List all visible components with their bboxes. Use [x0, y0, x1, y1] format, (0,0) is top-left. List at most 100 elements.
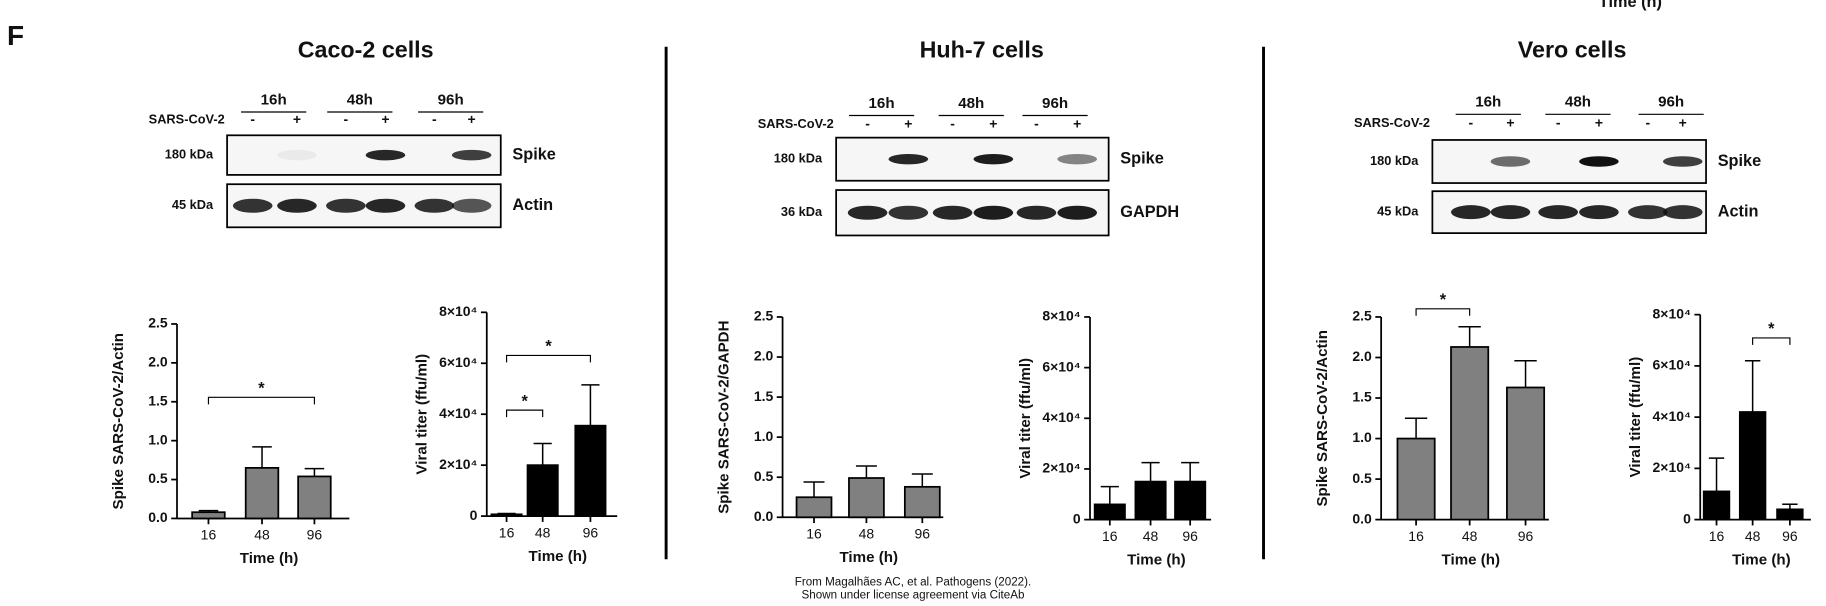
time-header: 16h [869, 95, 895, 112]
treatment-sign: - [432, 111, 437, 127]
blot-title: Caco-2 cells [298, 37, 434, 63]
size-label: 45 kDa [1377, 204, 1419, 219]
y-tick-label: 2×10⁴ [439, 456, 477, 472]
x-axis-label: Time (h) [529, 548, 588, 565]
blot-band [326, 198, 366, 213]
blot-band [932, 205, 973, 220]
x-tick-label: 48 [1143, 528, 1159, 544]
bar [1506, 386, 1546, 521]
y-tick-label: 0.5 [1352, 470, 1372, 486]
y-tick-label: 0.5 [148, 470, 168, 486]
x-axis-label: Time (h) [240, 550, 299, 567]
y-tick-label: 1.0 [1352, 429, 1372, 445]
blot-band [973, 205, 1014, 220]
y-tick-label: 2.0 [1352, 348, 1372, 364]
bar [297, 475, 332, 520]
panel-label: F [7, 20, 24, 51]
bar [795, 496, 833, 519]
y-tick-label: 6×10⁴ [439, 354, 477, 370]
bar [1093, 503, 1126, 521]
bar [1134, 480, 1167, 521]
y-axis-label: Viral titer (ffu/ml) [1627, 357, 1644, 478]
treatment-sign: - [950, 116, 955, 132]
y-tick-label: 0.0 [148, 509, 168, 525]
y-axis-label: Spike SARS-CoV-2/Actin [1314, 330, 1331, 507]
y-axis-label: Spike SARS-CoV-2/Actin [110, 333, 127, 510]
time-header: 16h [261, 91, 287, 108]
protein-label: Actin [512, 196, 553, 214]
treatment-sign: - [1034, 116, 1039, 132]
y-tick-label: 2×10⁴ [1042, 460, 1080, 476]
treatment-sign: + [1506, 114, 1514, 130]
blot-band [1490, 205, 1531, 220]
y-tick-label: 2.5 [1352, 308, 1372, 324]
blot-band [365, 149, 406, 161]
time-header: 16h [1475, 94, 1501, 111]
treatment-sign: - [250, 111, 255, 127]
y-tick-label: 1.5 [1352, 389, 1372, 405]
x-tick-label: 48 [1462, 528, 1478, 544]
y-tick-label: 2×10⁴ [1653, 459, 1691, 475]
bar [574, 424, 607, 517]
x-tick-label: 16 [499, 524, 515, 540]
blot-band [1057, 153, 1097, 165]
x-tick-label: 96 [1182, 528, 1198, 544]
bar [1702, 490, 1731, 521]
size-label: 180 kDa [774, 151, 823, 166]
bar [244, 467, 280, 520]
treatment-sign: + [468, 111, 476, 127]
bar [191, 511, 226, 520]
size-label: 36 kDa [781, 204, 823, 219]
significance-label: * [521, 392, 528, 410]
y-tick-label: 0 [1073, 510, 1081, 526]
x-tick-label: 96 [307, 527, 323, 543]
x-axis-label: Time (h) [1442, 551, 1501, 568]
protein-label: Actin [1718, 202, 1759, 220]
blot-band [1451, 205, 1491, 220]
blot-band [365, 198, 406, 213]
blot-box [835, 136, 1110, 182]
blot-band [451, 149, 492, 161]
bar [903, 485, 941, 519]
blot-band [414, 198, 455, 213]
y-tick-label: 6×10⁴ [1653, 357, 1691, 373]
bar [1738, 411, 1767, 521]
time-header: 48h [347, 91, 373, 108]
x-axis-label: Time (h) [1732, 551, 1791, 568]
y-tick-label: 1.0 [148, 431, 168, 447]
protein-label: GAPDH [1120, 203, 1179, 221]
x-tick-label: 48 [254, 527, 270, 543]
treatment-sign: + [1073, 116, 1081, 132]
blot-band [1490, 156, 1531, 167]
blot-band [277, 149, 317, 161]
bar [1776, 508, 1804, 521]
y-axis-label: Spike SARS-CoV-2/GAPDH [715, 320, 732, 513]
blot-band [888, 205, 929, 220]
time-header: 96h [1042, 95, 1068, 112]
blot-band [232, 198, 273, 213]
y-tick-label: 0 [470, 507, 478, 523]
treatment-sign: + [1595, 114, 1603, 130]
blot-band [1662, 156, 1703, 167]
y-tick-label: 8×10⁴ [1653, 305, 1691, 321]
bar [490, 513, 523, 517]
significance-label: * [258, 379, 265, 397]
x-tick-label: 48 [859, 525, 875, 541]
x-tick-label: 96 [1782, 528, 1798, 544]
stray-label: Time (h) [1599, 0, 1662, 11]
treatment-label: SARS-CoV-2 [149, 112, 225, 127]
x-tick-label: 48 [535, 524, 551, 540]
treatment-sign: - [1556, 114, 1561, 130]
bar [526, 464, 559, 517]
y-tick-label: 8×10⁴ [439, 303, 477, 319]
blot-band [1057, 205, 1097, 220]
y-tick-label: 2.0 [148, 354, 168, 370]
significance-label: * [1768, 320, 1775, 338]
y-tick-label: 6×10⁴ [1042, 358, 1080, 374]
x-axis-label: Time (h) [839, 549, 898, 566]
significance-bracket [505, 409, 544, 418]
treatment-sign: - [1468, 114, 1473, 130]
y-axis-label: Viral titer (ffu/ml) [1017, 358, 1034, 479]
protein-label: Spike [512, 145, 555, 163]
